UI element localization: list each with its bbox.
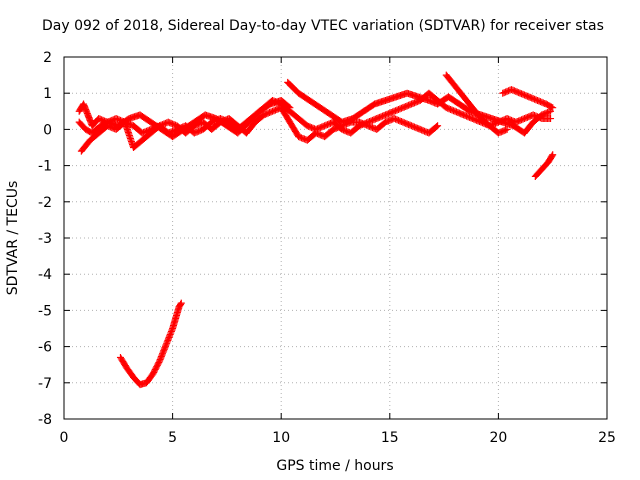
data-point xyxy=(286,104,294,112)
data-point xyxy=(177,299,185,307)
y-axis-label: SDTVAR / TECUs xyxy=(5,181,21,296)
series-track-7 xyxy=(531,151,557,180)
y-tick-label: 1 xyxy=(43,86,52,102)
y-tick-label: -2 xyxy=(38,195,52,211)
x-tick-label: 25 xyxy=(598,430,616,446)
data-point xyxy=(547,103,555,111)
y-tick-label: -1 xyxy=(38,159,52,175)
data-point xyxy=(548,152,556,160)
x-tick-label: 0 xyxy=(60,430,69,446)
x-tick-label: 5 xyxy=(168,430,177,446)
y-tick-label: -4 xyxy=(38,267,52,283)
x-tick-label: 10 xyxy=(272,430,290,446)
series-track-3 xyxy=(75,96,294,141)
x-tick-label: 20 xyxy=(489,430,507,446)
y-tick-label: 0 xyxy=(43,122,52,138)
data-point xyxy=(549,151,557,159)
series-track-5 xyxy=(442,71,511,137)
chart-title: Day 092 of 2018, Sidereal Day-to-day VTE… xyxy=(42,18,604,34)
data-point xyxy=(432,123,440,131)
data-point xyxy=(502,126,510,134)
y-tick-label: -5 xyxy=(38,303,52,319)
data-point xyxy=(434,122,442,130)
y-tick-label: -7 xyxy=(38,376,52,392)
x-tick-label: 15 xyxy=(381,430,399,446)
series-track-6 xyxy=(499,86,557,112)
y-tick-label: -6 xyxy=(38,340,52,356)
grid xyxy=(64,57,607,419)
y-tick-label: -3 xyxy=(38,231,52,247)
plot-area-frame xyxy=(63,56,608,420)
ticks xyxy=(63,56,608,420)
y-tick-label: -8 xyxy=(38,412,52,428)
series-track-8 xyxy=(116,299,185,389)
tick-labels: 0 5 10 15 20 25 -8 -7 -6 -5 -4 -3 -2 -1 0 1 2 xyxy=(38,50,616,446)
data-point xyxy=(547,115,555,123)
data-point xyxy=(549,104,557,112)
data-point xyxy=(503,125,511,133)
data-point xyxy=(545,108,553,116)
y-tick-label: 2 xyxy=(43,50,52,66)
data-point xyxy=(285,103,293,111)
series-track-2 xyxy=(77,104,442,155)
data-marks xyxy=(75,71,557,389)
x-axis-label: GPS time / hours xyxy=(276,458,393,474)
data-point xyxy=(177,300,185,308)
